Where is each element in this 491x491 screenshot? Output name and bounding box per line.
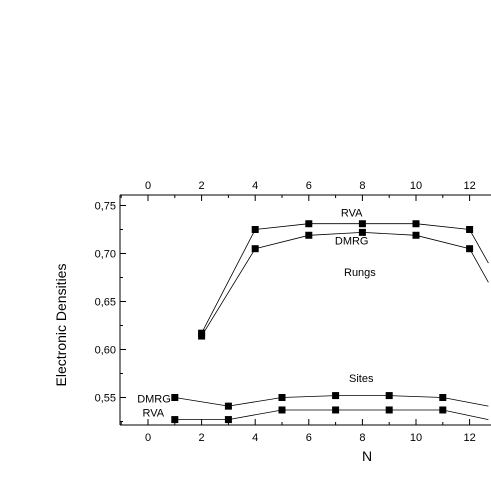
x-tick-label-top: 12 (463, 180, 475, 192)
data-point (224, 416, 232, 424)
series-label-rungs-dmrg: DMRG (335, 235, 369, 247)
y-tick-label: 0,55 (95, 393, 116, 405)
plot-frame (119, 194, 491, 426)
data-point (171, 394, 179, 401)
x-tick-label-top: 2 (199, 180, 205, 192)
data-point (439, 394, 447, 401)
data-point (412, 220, 420, 228)
data-point (278, 394, 286, 401)
data-point (305, 231, 313, 239)
data-point (439, 406, 447, 414)
x-axis-title: N (362, 448, 372, 464)
series-rungs-dmrg (198, 228, 489, 340)
data-point (198, 332, 206, 340)
series-layer (171, 220, 489, 424)
series-sites-rva (171, 406, 489, 424)
x-tick-label-top: 10 (410, 180, 422, 192)
x-tick-label-top: 6 (306, 180, 312, 192)
y-tick-label: 0,75 (95, 201, 116, 213)
x-tick-label-top: 4 (252, 180, 258, 192)
data-point (332, 406, 340, 414)
data-point (358, 220, 366, 228)
data-point (305, 220, 313, 228)
y-tick-label: 0,65 (95, 297, 116, 309)
y-axis-title: Electronic Densities (53, 264, 69, 387)
data-point (278, 406, 286, 414)
annotation-sites: Sites (349, 373, 374, 385)
data-point (332, 392, 340, 400)
x-tick-label-top: 8 (359, 180, 365, 192)
x-tick-label-bottom: 8 (359, 432, 365, 444)
data-point (466, 226, 474, 233)
data-point (251, 245, 259, 253)
series-line (201, 231, 489, 337)
x-tick-label-top: 0 (145, 180, 151, 192)
label-layer: 0 0 2 2 4 4 6 6 8 8 10 10 12 12 0,55 0,60 0,65 0,70 0,75 RV… (95, 180, 476, 444)
x-tick-label-bottom: 2 (199, 432, 205, 444)
x-tick-label-bottom: 12 (463, 432, 475, 444)
data-point (171, 416, 179, 424)
data-point (358, 228, 366, 236)
data-point (385, 406, 393, 414)
y-tick-label: 0,70 (95, 249, 116, 261)
series-label-rungs-rva: RVA (341, 208, 363, 220)
x-tick-label-bottom: 4 (252, 432, 258, 444)
x-tick-label-bottom: 6 (306, 432, 312, 444)
data-point (385, 392, 393, 400)
y-tick-label: 0,60 (95, 345, 116, 357)
series-sites-dmrg (171, 392, 489, 410)
data-point (412, 231, 420, 239)
x-tick-label-bottom: 10 (410, 432, 422, 444)
axis-ticks (120, 195, 471, 425)
x-tick-label-bottom: 0 (145, 432, 151, 444)
annotation-rungs: Rungs (344, 267, 376, 279)
series-label-sites-rva: RVA (142, 408, 164, 420)
series-label-sites-dmrg: DMRG (137, 394, 171, 406)
data-point (251, 226, 259, 233)
data-point (466, 245, 474, 253)
data-point (224, 402, 232, 410)
